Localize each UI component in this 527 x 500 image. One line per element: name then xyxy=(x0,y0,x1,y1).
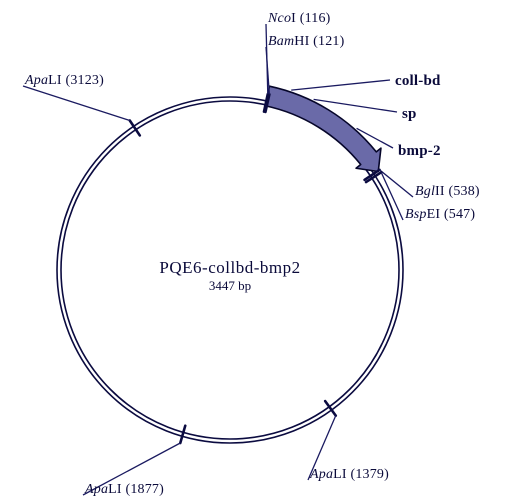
enzyme-name: Apa xyxy=(25,73,48,88)
enzyme-tail: HI (121) xyxy=(294,34,344,49)
enzyme-tail: EI (547) xyxy=(427,207,476,222)
enzyme-name: Bsp xyxy=(405,207,427,222)
plasmid-title: PQE6-collbd-bmp2 3447 bp xyxy=(135,258,325,294)
enzyme-name: Bam xyxy=(268,34,294,49)
restriction-site-label: ApaLI (1379) xyxy=(310,468,389,482)
feature-label: sp xyxy=(402,106,417,123)
enzyme-name: Bgl xyxy=(415,184,435,199)
plasmid-size: 3447 bp xyxy=(135,278,325,294)
restriction-site-label: NcoI (116) xyxy=(268,12,331,26)
enzyme-name: Nco xyxy=(268,11,291,26)
restriction-site-label: BglII (538) xyxy=(415,185,480,199)
enzyme-tail: II (538) xyxy=(435,184,480,199)
feature-label: coll-bd xyxy=(395,73,441,90)
restriction-site-label: BspEI (547) xyxy=(405,208,475,222)
enzyme-name: Apa xyxy=(85,482,108,497)
plasmid-name: PQE6-collbd-bmp2 xyxy=(135,258,325,278)
enzyme-tail: LI (1877) xyxy=(108,482,164,497)
restriction-site-label: BamHI (121) xyxy=(268,35,344,49)
enzyme-tail: LI (3123) xyxy=(48,73,104,88)
feature-label: bmp-2 xyxy=(398,143,441,160)
enzyme-tail: LI (1379) xyxy=(333,467,389,482)
enzyme-tail: I (116) xyxy=(291,11,330,26)
enzyme-name: Apa xyxy=(310,467,333,482)
restriction-site-label: ApaLI (3123) xyxy=(25,74,104,88)
restriction-site-label: ApaLI (1877) xyxy=(85,483,164,497)
plasmid-map: { "plasmid": { "name": "PQE6-collbd-bmp2… xyxy=(0,0,527,500)
